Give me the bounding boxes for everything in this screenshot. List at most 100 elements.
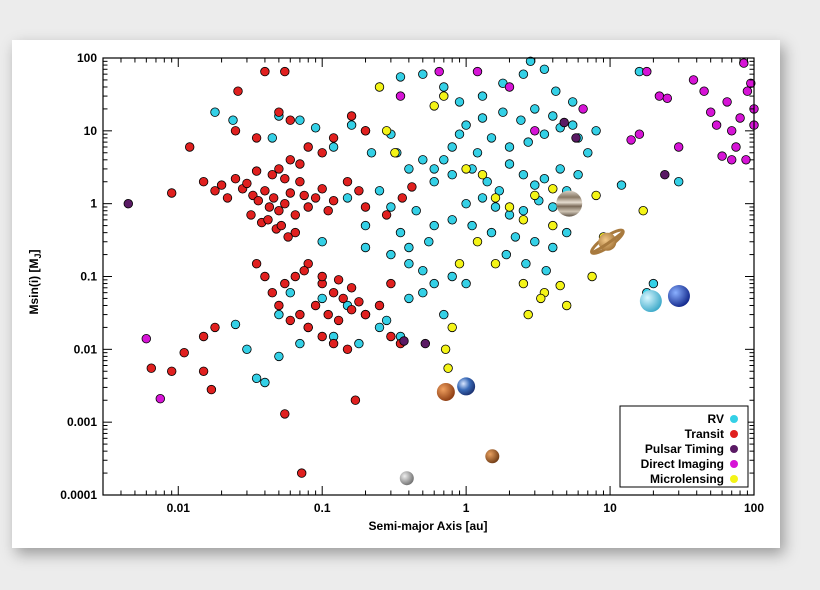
point-transit <box>267 288 278 298</box>
point-transit <box>242 178 252 189</box>
point-rv <box>516 115 526 125</box>
point-pulsar-timing <box>399 336 409 346</box>
point-microlensing <box>530 190 540 201</box>
point-transit <box>333 275 344 285</box>
point-rv <box>260 377 270 388</box>
point-rv <box>295 115 305 125</box>
point-transit <box>317 331 327 342</box>
point-direct-imaging <box>654 91 665 101</box>
point-transit <box>386 278 396 289</box>
point-rv <box>568 120 578 130</box>
point-transit <box>198 331 209 342</box>
point-transit <box>146 363 157 373</box>
point-microlensing <box>536 293 546 304</box>
point-direct-imaging <box>739 58 749 68</box>
point-microlensing <box>523 309 533 320</box>
point-rv <box>461 198 471 209</box>
y-axis-title: Msin(i) [MJ] <box>27 249 43 314</box>
point-rv <box>548 111 558 121</box>
point-direct-imaging <box>642 66 652 77</box>
point-transit <box>280 198 290 209</box>
point-rv <box>490 202 501 212</box>
point-rv <box>429 220 439 231</box>
point-transit <box>253 195 263 206</box>
y-tick-label: 0.001 <box>67 415 97 429</box>
point-rv <box>429 278 439 289</box>
series-direct-imaging <box>141 58 759 404</box>
point-rv <box>395 72 406 82</box>
point-microlensing <box>443 363 453 373</box>
point-transit <box>338 293 348 304</box>
point-transit <box>276 220 287 231</box>
data-points <box>123 56 759 478</box>
point-rv <box>498 107 508 117</box>
point-transit <box>354 297 364 307</box>
y-tick-label: 0.1 <box>80 270 97 284</box>
point-transit <box>346 305 357 315</box>
point-transit <box>166 366 177 377</box>
point-direct-imaging <box>706 107 716 117</box>
point-microlensing <box>447 322 457 333</box>
point-transit <box>216 180 227 190</box>
point-direct-imaging <box>727 126 737 136</box>
point-transit <box>280 66 290 77</box>
point-rv <box>523 137 533 147</box>
point-transit <box>290 210 301 220</box>
point-transit <box>360 126 371 136</box>
point-microlensing <box>390 148 400 158</box>
point-rv <box>583 148 593 158</box>
x-tick-label: 0.01 <box>167 501 191 515</box>
point-rv <box>539 64 550 75</box>
legend-marker-direct-imaging <box>730 460 738 468</box>
point-rv <box>518 169 529 180</box>
point-rv <box>568 97 578 107</box>
saturn-icon <box>590 228 625 255</box>
point-microlensing <box>429 101 439 111</box>
point-rv <box>548 242 558 253</box>
neptune-icon <box>667 284 690 307</box>
point-transit <box>274 205 284 216</box>
point-transit <box>295 309 305 320</box>
y-tick-label: 0.0001 <box>60 488 97 502</box>
point-transit <box>222 193 233 203</box>
point-transit <box>328 133 339 143</box>
point-microlensing <box>461 164 471 174</box>
point-transit <box>299 266 309 276</box>
point-microlensing <box>518 278 529 289</box>
earth-icon <box>457 377 476 396</box>
point-transit <box>274 164 284 174</box>
point-rv <box>472 148 483 158</box>
point-rv <box>317 236 327 247</box>
point-microlensing <box>548 184 558 194</box>
mars-icon <box>485 449 500 464</box>
point-transit <box>323 205 333 216</box>
point-transit <box>260 186 270 196</box>
point-direct-imaging <box>741 155 751 165</box>
point-direct-imaging <box>530 126 540 136</box>
x-tick-label: 0.1 <box>314 501 331 515</box>
point-transit <box>374 300 385 311</box>
point-microlensing <box>548 220 558 231</box>
point-microlensing <box>454 259 465 269</box>
point-transit <box>280 409 290 419</box>
legend-marker-microlensing <box>730 475 738 483</box>
point-rv <box>386 249 396 260</box>
point-transit <box>166 188 177 198</box>
point-rv <box>274 309 284 320</box>
point-transit <box>323 309 333 320</box>
point-rv <box>461 278 471 289</box>
point-direct-imaging <box>722 97 732 107</box>
point-transit <box>290 227 301 238</box>
point-transit <box>230 126 241 136</box>
y-tick-label: 1 <box>90 197 97 211</box>
point-transit <box>269 193 279 203</box>
point-transit <box>295 176 305 187</box>
point-rv <box>418 266 428 276</box>
point-transit <box>299 190 309 201</box>
point-rv <box>648 278 659 289</box>
point-rv <box>404 164 414 174</box>
point-rv <box>477 91 488 101</box>
point-rv <box>510 232 521 242</box>
point-transit <box>346 283 357 293</box>
point-direct-imaging <box>699 86 709 96</box>
